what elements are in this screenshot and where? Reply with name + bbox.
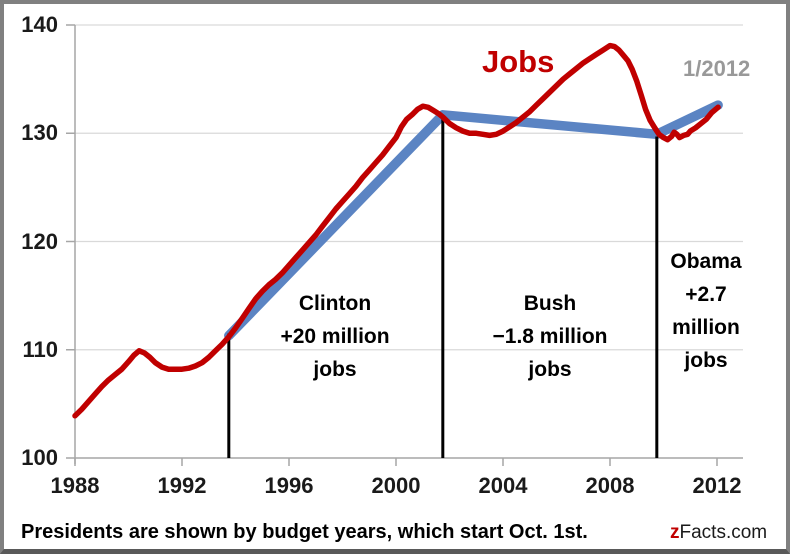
x-tick-label: 2008 — [585, 473, 635, 498]
x-tick-label: 2012 — [692, 473, 742, 498]
annotation-clinton-line: jobs — [313, 358, 357, 381]
x-tick-label: 1988 — [50, 473, 100, 498]
annotation-bush-line: jobs — [528, 358, 572, 381]
y-tick-label: 140 — [21, 12, 58, 37]
y-tick-label: 130 — [21, 120, 58, 146]
caption: Presidents are shown by budget years, wh… — [21, 521, 588, 543]
latest-date-label: 1/2012 — [683, 56, 751, 81]
annotation-obama-line: +2.7 — [685, 283, 727, 306]
annotation-clinton: Clinton +20 million jobs — [250, 287, 420, 386]
y-tick-label: 110 — [22, 336, 59, 362]
annotation-bush-line: −1.8 million — [492, 325, 608, 348]
zfacts-z: z — [670, 522, 680, 543]
y-tick-label: 120 — [21, 228, 58, 254]
jobs-line — [72, 42, 721, 419]
annotation-obama-line: million — [672, 316, 740, 339]
x-tick-label: 2004 — [478, 473, 528, 498]
x-tick-label: 1996 — [264, 473, 314, 498]
jobs-series-label: Jobs — [482, 44, 555, 79]
y-tick-label: 100 — [21, 445, 58, 470]
zfacts-rest: Facts.com — [679, 522, 768, 543]
annotation-bush-line: Bush — [523, 292, 577, 315]
annotation-obama: Obama +2.7 million jobs — [662, 245, 750, 377]
annotation-bush: Bush −1.8 million jobs — [465, 287, 635, 386]
annotation-obama-line: jobs — [684, 349, 728, 372]
x-tick-label: 2000 — [371, 473, 421, 498]
annotation-clinton-line: Clinton — [298, 292, 372, 315]
zfacts-logo: zFacts.com — [670, 522, 767, 544]
x-tick-label: 1992 — [157, 473, 207, 498]
term-trend-line — [224, 100, 723, 341]
annotation-obama-line: Obama — [670, 250, 742, 273]
annotation-clinton-line: +20 million — [280, 325, 390, 348]
